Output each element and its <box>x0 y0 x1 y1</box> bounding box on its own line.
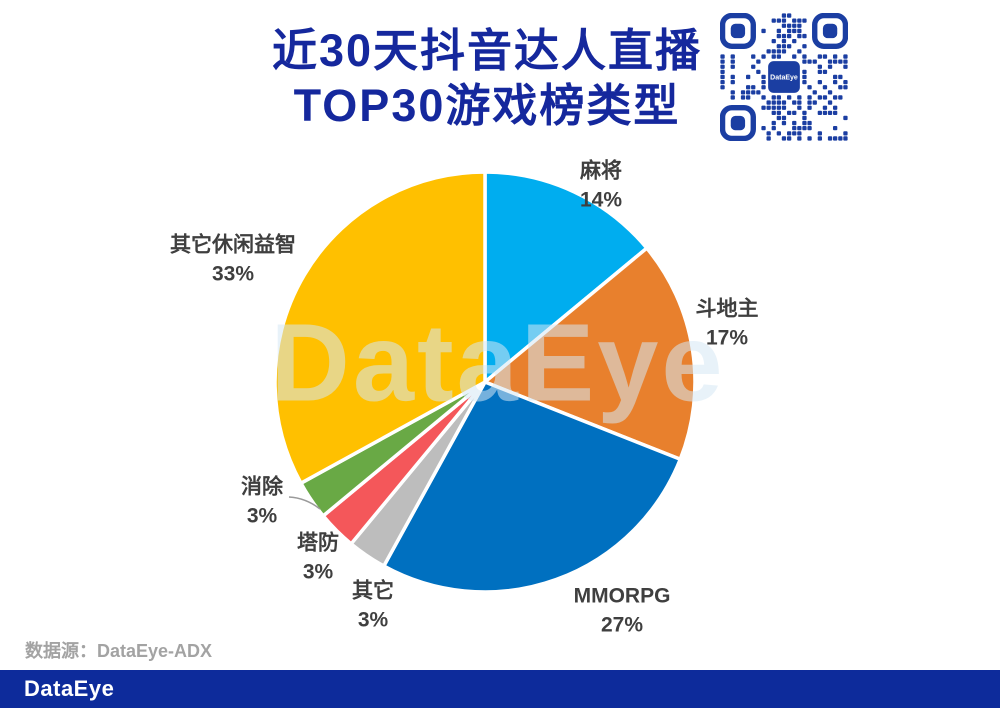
pie-slice <box>483 170 649 384</box>
title-line-2: TOP30游戏榜类型 <box>293 79 681 131</box>
footer-bar: DataEye <box>0 670 1000 708</box>
title-line-1: 近30天抖音达人直播 <box>271 25 703 76</box>
pie-slice <box>483 246 697 462</box>
slice-label-xiuxian: 其它休闲益智 33% <box>170 231 296 290</box>
slice-percent: 14% <box>579 189 623 212</box>
pie-slice <box>273 170 487 485</box>
dataeye-logo: DataEye <box>24 676 115 701</box>
pie-slices <box>273 170 697 594</box>
page-title: 近30天抖音达人直播 TOP30游戏榜类型 <box>272 24 702 134</box>
slice-percent: 33% <box>211 263 255 286</box>
slice-percent: 27% <box>600 614 644 637</box>
slice-name: MMORPG <box>573 584 671 608</box>
slice-name: 其它休闲益智 <box>170 233 296 257</box>
slice-label-qita: 其它 3% <box>352 577 394 636</box>
slice-label-majiang: 麻将 14% <box>580 157 622 216</box>
slice-name: 塔防 <box>297 531 339 555</box>
slice-label-doudizhu: 斗地主 17% <box>696 295 759 354</box>
slice-percent: 3% <box>357 609 389 632</box>
qr-code-icon: DataEye <box>719 12 849 142</box>
slice-name: 麻将 <box>580 159 622 183</box>
leader-line-xiaochu <box>288 496 321 510</box>
svg-text:DataEye: DataEye <box>770 75 798 82</box>
slice-percent: 17% <box>705 327 749 350</box>
slice-name: 其它 <box>352 579 394 603</box>
slice-label-tafang: 塔防 3% <box>297 529 339 588</box>
slice-percent: 3% <box>246 505 278 528</box>
slice-name: 斗地主 <box>695 297 759 321</box>
slice-name: 消除 <box>241 475 283 499</box>
slice-label-xiaochu: 消除 3% <box>241 473 283 532</box>
slice-label-mmorpg: MMORPG 27% <box>574 582 671 641</box>
qr-code: DataEye <box>719 12 849 142</box>
slice-percent: 3% <box>302 561 334 584</box>
data-source-note: 数据源：DataEye-ADX <box>25 641 213 661</box>
